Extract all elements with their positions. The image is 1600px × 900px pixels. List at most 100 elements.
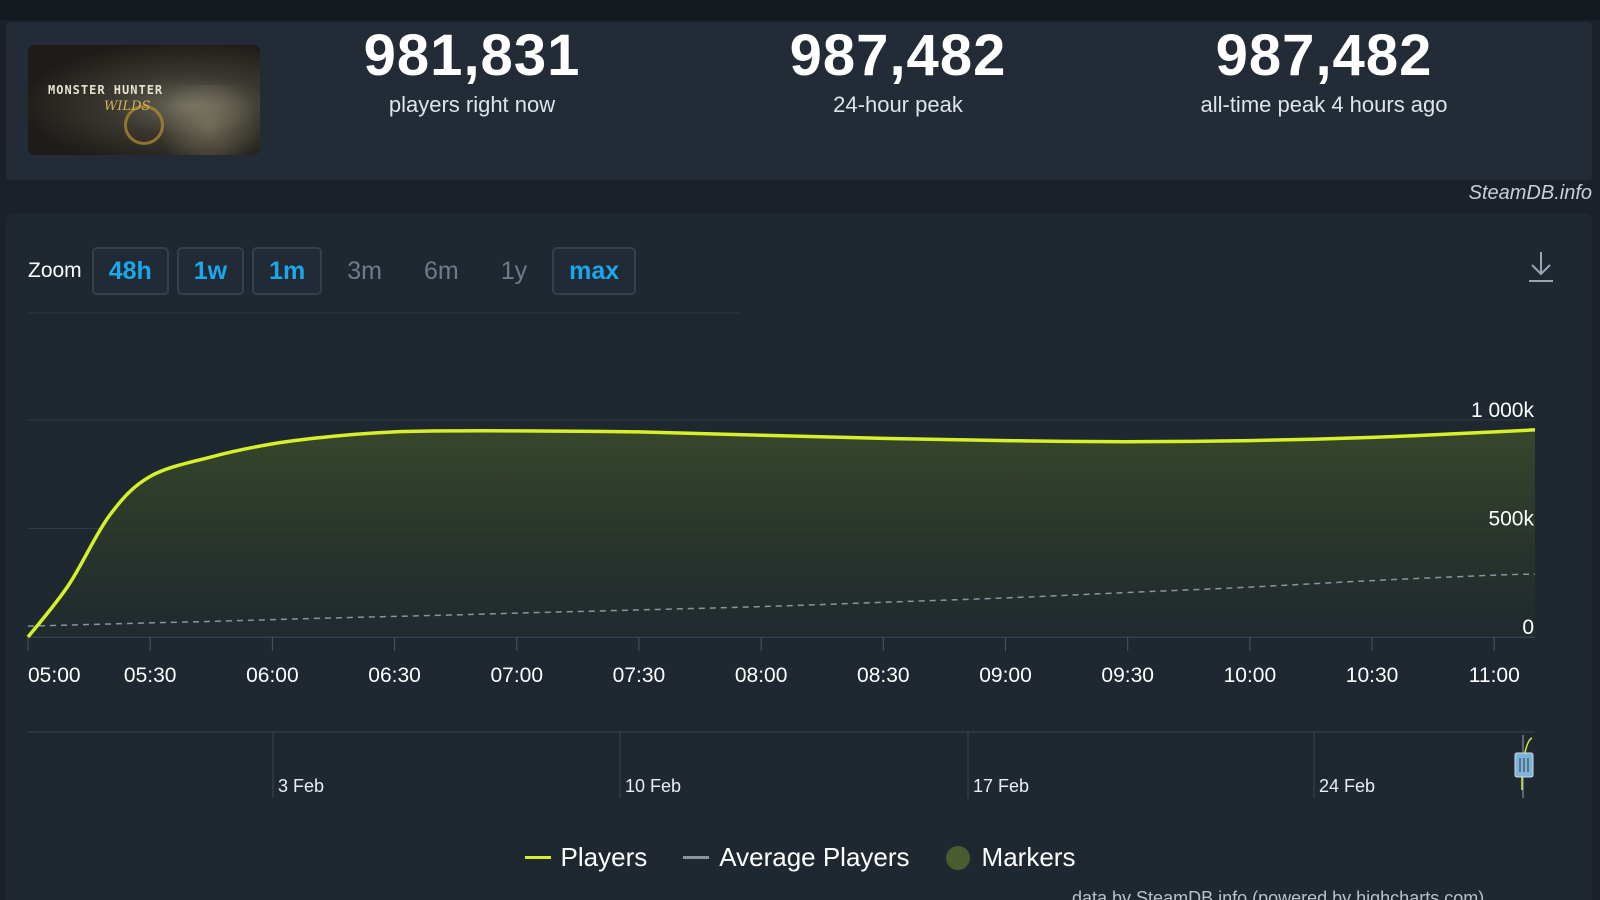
stats-panel: MONSTER HUNTER WILDS xyxy=(6,22,1592,180)
players-point[interactable] xyxy=(453,428,459,434)
players-point[interactable] xyxy=(66,582,72,588)
zoom-3m-button[interactable]: 3m xyxy=(347,256,383,285)
players-point[interactable] xyxy=(1125,439,1131,445)
download-icon[interactable] xyxy=(1526,250,1556,284)
all-time-peak-value: 987,482 xyxy=(1215,23,1433,88)
legend-markers-swatch xyxy=(945,845,970,870)
players-now-label: players right now xyxy=(388,92,556,117)
zoom-1w-button[interactable]: 1w xyxy=(176,247,245,295)
average-point xyxy=(515,611,519,615)
players-point[interactable] xyxy=(269,441,275,447)
zoom-max-button[interactable]: max xyxy=(552,247,637,295)
players-point[interactable] xyxy=(147,473,153,479)
players-point[interactable] xyxy=(208,454,214,460)
legend-average-swatch xyxy=(683,856,710,859)
y-tick-label: 1 000k xyxy=(1471,399,1535,422)
legend-average-label: Average Players xyxy=(719,842,910,872)
navigator-date-label: 17 Feb xyxy=(973,776,1029,796)
average-point xyxy=(26,624,30,628)
stat-players-now: 981,831 players right now xyxy=(262,24,682,120)
navigator[interactable]: 3 Feb 10 Feb 17 Feb 24 Feb xyxy=(28,731,1535,798)
average-point xyxy=(1004,596,1008,600)
average-point xyxy=(107,622,111,626)
chart-footer-credit[interactable]: data by SteamDB.info (powered by highcha… xyxy=(1072,888,1485,900)
stat-all-time-peak: 987,482 all-time peak 4 hours ago xyxy=(1114,24,1534,120)
average-point xyxy=(67,623,71,627)
legend-item-markers[interactable]: Markers xyxy=(945,842,1076,873)
players-area xyxy=(28,429,1535,637)
players-line[interactable] xyxy=(26,428,1536,639)
image-emblem xyxy=(124,105,164,145)
zoom-1y-button[interactable]: 1y xyxy=(500,256,528,285)
zoom-1m-button[interactable]: 1m xyxy=(252,247,323,295)
players-point[interactable] xyxy=(1003,438,1009,444)
players-point[interactable] xyxy=(392,429,398,435)
average-point xyxy=(637,608,641,612)
image-glow xyxy=(148,85,260,155)
players-point[interactable] xyxy=(514,428,520,434)
y-axis-labels: 0 500k 1 000k xyxy=(1471,399,1535,639)
average-point xyxy=(454,613,458,617)
chart-legend: Players Average Players Markers xyxy=(0,842,1600,873)
x-tick-label: 09:00 xyxy=(979,664,1032,687)
x-tick-label: 10:30 xyxy=(1346,664,1399,687)
top-strip xyxy=(0,0,1600,20)
players-point[interactable] xyxy=(330,433,336,439)
average-point xyxy=(331,616,335,620)
players-point[interactable] xyxy=(880,435,886,441)
x-tick-label: 09:30 xyxy=(1101,664,1154,687)
legend-item-players[interactable]: Players xyxy=(524,842,648,873)
x-axis-labels: 05:00 05:30 06:00 06:30 07:00 07:30 08:00 08:30… xyxy=(27,637,1520,687)
average-point xyxy=(1492,573,1496,577)
navigator-date-label: 3 Feb xyxy=(278,776,324,796)
x-tick-label: 08:30 xyxy=(857,664,910,687)
x-tick-label: 06:00 xyxy=(246,664,299,687)
x-tick-label: 05:30 xyxy=(124,664,177,687)
steamdb-credit[interactable]: SteamDB.info xyxy=(1468,182,1592,204)
peak-24h-value: 987,482 xyxy=(789,23,1007,88)
players-point[interactable] xyxy=(758,432,764,438)
average-point xyxy=(393,614,397,618)
players-point[interactable] xyxy=(1247,438,1253,444)
zoom-bar: Zoom 48h 1w 1m 3m 6m 1y max xyxy=(28,247,644,295)
y-tick-label: 0 xyxy=(1522,616,1534,639)
players-point[interactable] xyxy=(1532,427,1538,433)
peak-24h-label: 24-hour peak xyxy=(833,92,963,117)
legend-players-label: Players xyxy=(560,842,648,872)
legend-markers-label: Markers xyxy=(981,842,1076,872)
game-logo-text: MONSTER HUNTER xyxy=(48,83,164,97)
legend-item-average[interactable]: Average Players xyxy=(683,842,910,873)
zoom-48h-button[interactable]: 48h xyxy=(91,247,169,295)
navigator-date-label: 24 Feb xyxy=(1319,776,1375,796)
average-players-series xyxy=(26,572,1537,628)
x-tick-label: 08:00 xyxy=(735,664,788,687)
all-time-peak-label: all-time peak 4 hours ago xyxy=(1200,92,1448,117)
zoom-label: Zoom xyxy=(28,259,82,282)
y-tick-label: 500k xyxy=(1488,508,1534,531)
average-point xyxy=(1533,572,1537,576)
x-tick-label: 07:30 xyxy=(613,664,666,687)
x-tick-label: 06:30 xyxy=(368,664,421,687)
average-point xyxy=(1248,585,1252,589)
x-tick-label: 05:00 xyxy=(28,664,81,687)
players-point[interactable] xyxy=(1491,429,1497,435)
players-point[interactable] xyxy=(636,429,642,435)
x-tick-label: 07:00 xyxy=(490,664,543,687)
players-point[interactable] xyxy=(1369,434,1375,440)
average-point xyxy=(270,618,274,622)
navigator-date-label: 10 Feb xyxy=(625,776,681,796)
average-point xyxy=(1126,591,1130,595)
game-header-image[interactable]: MONSTER HUNTER WILDS xyxy=(28,45,260,155)
download-icon-svg xyxy=(1529,252,1553,282)
players-area-fill xyxy=(28,429,1535,637)
players-series[interactable] xyxy=(25,427,1538,640)
x-tick-label: 10:00 xyxy=(1224,664,1277,687)
players-point[interactable] xyxy=(106,512,112,518)
average-players-line xyxy=(27,573,1536,627)
average-point xyxy=(759,605,763,609)
game-logo-subtitle: WILDS xyxy=(104,99,151,114)
average-point xyxy=(148,621,152,625)
average-point xyxy=(881,600,885,604)
zoom-6m-button[interactable]: 6m xyxy=(424,256,459,285)
